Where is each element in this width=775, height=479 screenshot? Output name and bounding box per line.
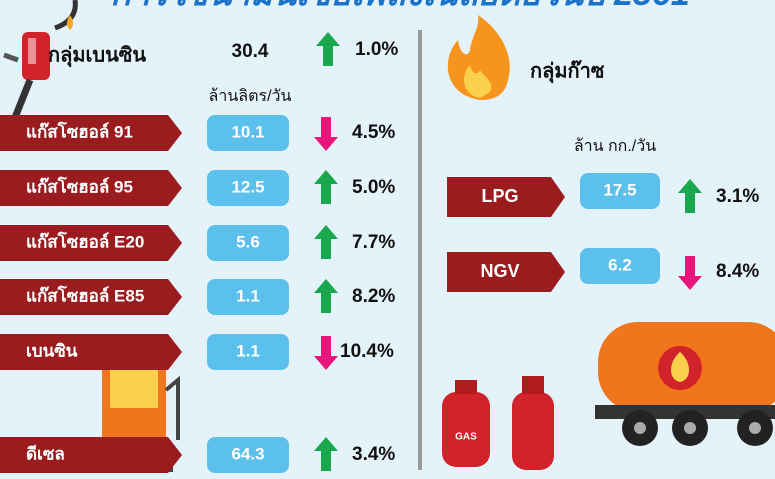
group-change: 1.0% bbox=[355, 39, 398, 60]
row-name: LPG bbox=[481, 186, 518, 206]
row-value: 12.5 bbox=[231, 177, 264, 196]
trend-arrow bbox=[678, 179, 702, 213]
trend-arrow bbox=[678, 256, 702, 290]
trend-arrow bbox=[314, 279, 338, 313]
row-value: 17.5 bbox=[603, 180, 636, 199]
trend-arrow bbox=[314, 225, 338, 259]
trend-arrow bbox=[314, 336, 338, 370]
row-change: 4.5% bbox=[352, 122, 395, 143]
row-change: 7.7% bbox=[352, 232, 395, 253]
row-change: 3.4% bbox=[352, 444, 395, 465]
row-value: 1.1 bbox=[236, 286, 260, 305]
group-label: กลุ่มก๊าซ bbox=[530, 60, 605, 83]
infographic: การใช้น้ำมันเชื้อเพลิงเฉลี่ยต่อวันปี 256… bbox=[0, 0, 775, 479]
row-value: 10.1 bbox=[231, 122, 264, 141]
row-name: เบนซิน bbox=[26, 341, 78, 360]
gas-cylinder-icon: GAS bbox=[442, 376, 554, 470]
svg-text:GAS: GAS bbox=[455, 432, 477, 443]
group-label: กลุ่มเบนซิน bbox=[48, 44, 146, 67]
row-name: แก๊สโซฮอล์ E85 bbox=[26, 285, 144, 305]
tanker-icon bbox=[595, 322, 775, 446]
row-value: 5.6 bbox=[236, 232, 260, 251]
row-name: NGV bbox=[480, 261, 519, 281]
row-name: แก๊สโซฮอล์ E20 bbox=[26, 231, 144, 251]
flame-icon bbox=[448, 15, 510, 100]
unit-label: ล้านลิตร/วัน bbox=[209, 87, 292, 105]
row-value: 1.1 bbox=[236, 341, 260, 360]
trend-arrow bbox=[314, 117, 338, 151]
group-total: 30.4 bbox=[232, 41, 269, 62]
row-name: แก๊สโซฮอล์ 91 bbox=[26, 121, 133, 141]
unit-label: ล้าน กก./วัน bbox=[574, 137, 656, 155]
trend-arrow bbox=[314, 170, 338, 204]
row-name: ดีเซล bbox=[26, 443, 65, 463]
trend-arrow bbox=[316, 32, 340, 66]
row-change: 5.0% bbox=[352, 177, 395, 198]
title: การใช้น้ำมันเชื้อเพลิงเฉลี่ยต่อวันปี 256… bbox=[110, 0, 689, 13]
row-change: 8.4% bbox=[716, 261, 759, 282]
row-change: 3.1% bbox=[716, 186, 759, 207]
row-name: แก๊สโซฮอล์ 95 bbox=[26, 176, 133, 196]
row-value: 6.2 bbox=[608, 255, 632, 274]
row-value: 64.3 bbox=[231, 444, 264, 463]
row-change: 8.2% bbox=[352, 286, 395, 307]
trend-arrow bbox=[314, 437, 338, 471]
row-change: 10.4% bbox=[340, 341, 394, 362]
